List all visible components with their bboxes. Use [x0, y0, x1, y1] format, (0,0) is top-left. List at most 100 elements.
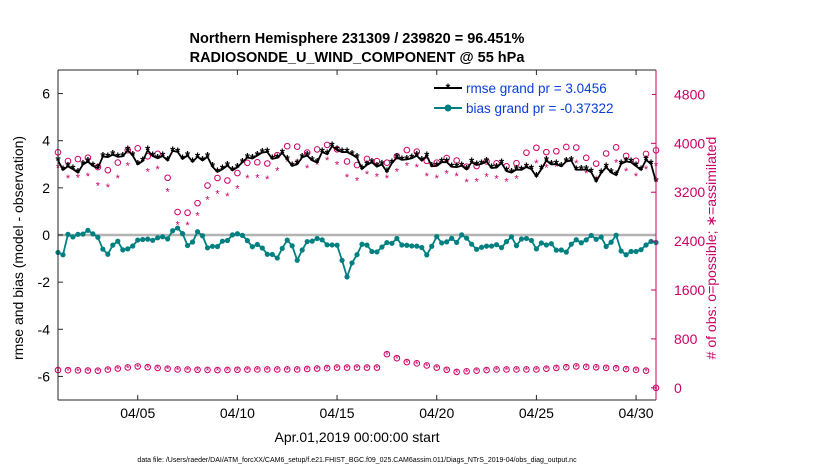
possible-count-marker: [523, 149, 530, 156]
bias-point: [194, 229, 201, 235]
bias-point: [284, 237, 290, 243]
bias-point: [264, 251, 270, 257]
assimilated-count-marker: *: [355, 175, 360, 187]
bias-point: [498, 245, 505, 251]
bias-point: [419, 244, 425, 251]
possible-count-marker: [234, 169, 241, 177]
low-level-count-marker: [293, 366, 301, 373]
rmse-point: *: [574, 162, 580, 177]
chart-title: Northern Hemisphere 231309 / 239820 = 96…: [190, 31, 525, 47]
assimilated-count-marker: *: [185, 220, 190, 232]
bias-point: [488, 243, 495, 249]
rmse-point: *: [145, 143, 151, 158]
bias-point: [563, 249, 569, 255]
bias-point: [289, 243, 295, 249]
low-level-count-marker: [244, 366, 251, 373]
low-level-assimilated-marker: *: [505, 365, 509, 375]
bias-point: [384, 239, 390, 246]
rmse-point: *: [70, 162, 76, 177]
assimilated-count-marker: *: [325, 155, 330, 167]
bias-point: [319, 237, 325, 243]
bias-point: [608, 239, 614, 245]
assimilated-count-marker: *: [405, 160, 410, 172]
rmse-point: *: [509, 165, 515, 180]
bias-point: [299, 247, 305, 253]
possible-count-marker: [74, 155, 82, 163]
low-level-count-marker: [463, 367, 470, 375]
low-level-assimilated-marker: *: [315, 365, 319, 375]
low-level-count-marker: [74, 367, 82, 374]
low-level-count-marker: [124, 364, 132, 371]
rmse-point: *: [270, 151, 276, 166]
low-level-count-marker: [602, 364, 610, 372]
possible-count-marker: [553, 147, 560, 155]
bias-point: [259, 245, 265, 251]
bias-point: [135, 237, 141, 243]
possible-count-marker: [533, 144, 540, 152]
rmse-point: *: [584, 162, 590, 177]
possible-count-marker: [254, 158, 261, 166]
low-level-assimilated-marker: *: [166, 365, 170, 375]
bias-point: [474, 246, 480, 252]
rmse-point: *: [330, 139, 336, 154]
bias-point: [145, 236, 151, 242]
bias-point: [224, 237, 231, 244]
low-level-assimilated-marker: *: [634, 366, 638, 376]
low-level-assimilated-marker: *: [196, 366, 200, 376]
possible-count-marker: [114, 159, 122, 166]
rmse-point: *: [359, 162, 365, 177]
low-level-count-marker: [453, 368, 460, 376]
possible-count-marker: [214, 174, 221, 182]
legend-rmse-marker: *: [446, 81, 451, 95]
low-level-assimilated-marker: *: [575, 362, 579, 372]
possible-count-marker: [403, 146, 411, 154]
y-right-tick-label: 2400: [674, 233, 705, 249]
rmse-point: *: [444, 155, 450, 170]
possible-count-marker: [622, 152, 630, 160]
x-tick-label: 04/30: [619, 405, 654, 421]
bias-point: [449, 235, 455, 241]
bias-point: [603, 243, 609, 250]
bias-point: [344, 274, 350, 280]
rmse-point: *: [90, 159, 96, 174]
low-level-assimilated-marker: *: [146, 363, 150, 373]
rmse-point: *: [549, 157, 555, 172]
low-level-count-marker: [94, 367, 102, 374]
low-level-count-marker: [513, 366, 520, 373]
rmse-point: *: [215, 164, 221, 179]
low-level-assimilated-marker: *: [445, 366, 449, 376]
rmse-point: *: [180, 151, 186, 166]
bias-point: [464, 235, 470, 241]
low-level-count-marker: [303, 365, 311, 373]
bias-point: [583, 237, 589, 243]
bias-point: [115, 238, 121, 244]
rmse-point: *: [260, 145, 266, 160]
low-level-assimilated-marker: *: [126, 363, 130, 373]
possible-count-marker: [483, 158, 490, 165]
rmse-point: *: [648, 156, 654, 171]
low-level-count-marker: [423, 362, 431, 369]
assimilated-count-marker: *: [345, 172, 350, 184]
low-level-count-marker: [413, 360, 421, 367]
low-level-assimilated-marker: *: [295, 365, 299, 375]
rmse-point: *: [155, 151, 161, 166]
bias-point: [613, 232, 619, 238]
bias-point: [628, 248, 634, 255]
rmse-point: *: [315, 155, 321, 170]
bias-point: [120, 247, 126, 253]
assimilated-count-marker: *: [315, 160, 320, 172]
rmse-point: *: [514, 162, 520, 177]
bias-point: [165, 236, 171, 242]
assimilated-count-marker: *: [514, 174, 519, 186]
rmse-point: *: [504, 164, 510, 179]
possible-count-marker: [264, 160, 271, 167]
bias-point: [189, 239, 196, 245]
rmse-point: *: [240, 155, 246, 170]
low-level-assimilated-marker: *: [216, 366, 220, 376]
legend-box: [430, 76, 652, 120]
low-level-count-marker: [234, 366, 241, 374]
low-level-count-marker: [563, 363, 570, 371]
possible-count-marker: [174, 208, 181, 216]
low-level-count-marker: [273, 366, 281, 373]
